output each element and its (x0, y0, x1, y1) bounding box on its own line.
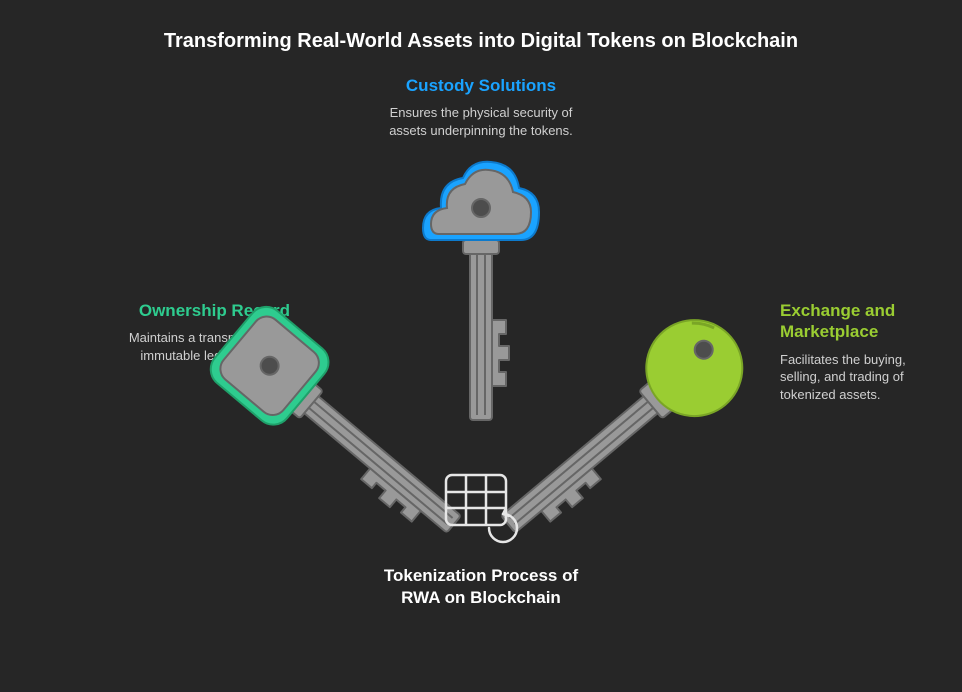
key-left (203, 300, 486, 558)
keys-svg (0, 0, 962, 692)
key-top (423, 162, 539, 420)
infographic-canvas: Transforming Real-World Assets into Digi… (0, 0, 962, 692)
key-right (477, 300, 762, 561)
center-grid-refresh-icon (446, 475, 517, 542)
